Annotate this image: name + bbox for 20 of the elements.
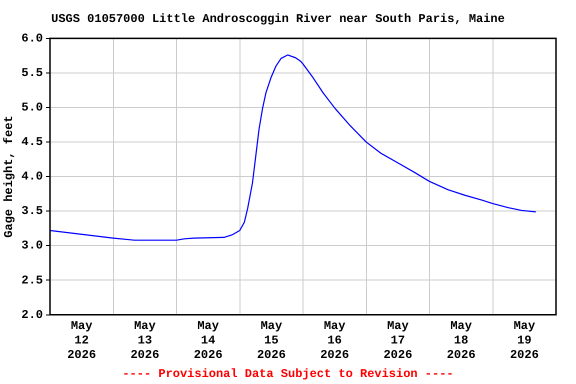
x-tick-label: May 19 2026 [510,319,539,362]
chart-title: USGS 01057000 Little Androscoggin River near South Paris, Maine [51,12,505,26]
y-tick-label: 2.5 [21,273,44,288]
x-tick-label: May 15 2026 [256,319,286,362]
y-tick-label: 4.0 [21,170,44,184]
y-tick-label: 3.5 [21,204,44,218]
text: ---- Provisional Data Subject to Revision ---- [121,367,455,381]
y-tick-label: 4.5 [21,135,44,150]
x-tick-label: May 14 2026 [194,319,223,362]
y-tick-label: 5.5 [21,66,44,80]
y-tick-label: 2.0 [21,308,44,322]
x-tick-label: May 18 2026 [446,319,476,362]
y-tick-label: 3.0 [21,238,44,253]
x-tick-label: May 17 2026 [383,319,412,362]
x-tick-label: May 13 2026 [130,319,160,362]
x-tick-label: May 12 2026 [67,319,96,362]
y-tick-label: 6.0 [21,31,44,46]
x-tick-label: May 16 2026 [320,319,350,362]
y-tick-label: 5.0 [21,100,44,115]
y-axis-title: Gage height, feet [2,115,16,238]
